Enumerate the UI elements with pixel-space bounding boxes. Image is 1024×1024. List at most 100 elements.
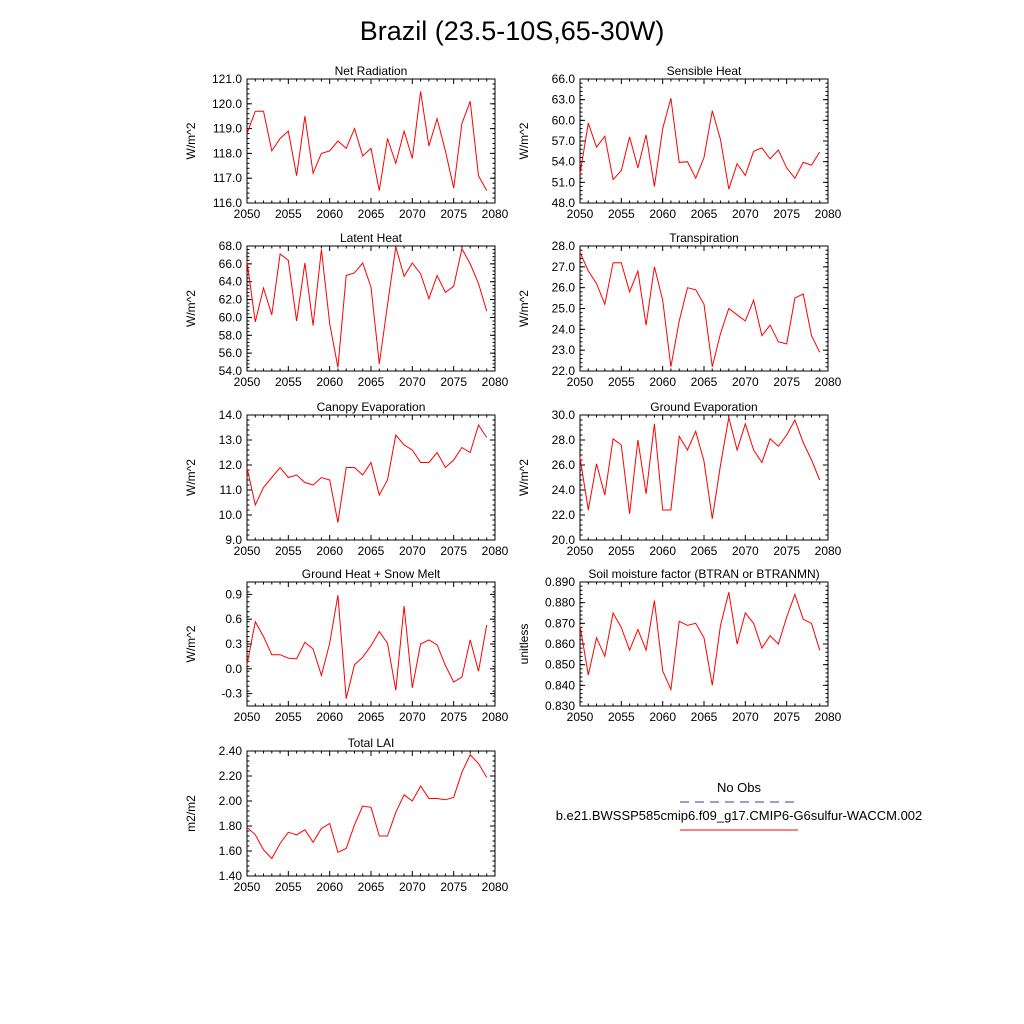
y-tick-label: 28.0 (552, 239, 576, 253)
y-axis-label: W/m^2 (517, 122, 531, 159)
x-tick-label: 2075 (440, 375, 467, 389)
y-tick-label: 117.0 (213, 171, 242, 185)
x-tick-label: 2075 (440, 207, 467, 221)
panel-title: Canopy Evaporation (317, 400, 426, 414)
series-line (246, 91, 488, 191)
series-line (246, 246, 488, 368)
y-axis-label: m2/m2 (184, 795, 198, 832)
legend-case-label: b.e21.BWSSP585cmip6.f09_g17.CMIP6-G6sulf… (556, 808, 923, 823)
x-tick-label: 2065 (358, 710, 385, 724)
y-tick-label: 1.60 (219, 844, 243, 858)
x-tick-label: 2055 (608, 710, 635, 724)
y-axis-label: W/m^2 (184, 290, 198, 327)
y-tick-label: 24.0 (552, 322, 576, 336)
x-tick-label: 2080 (482, 544, 509, 558)
x-tick-label: 2080 (482, 375, 509, 389)
y-tick-label: 28.0 (552, 433, 576, 447)
y-tick-label: 26.0 (552, 458, 576, 472)
panel-title: Ground Evaporation (650, 400, 757, 414)
y-tick-label: 64.0 (219, 275, 243, 289)
x-tick-label: 2075 (440, 710, 467, 724)
y-tick-label: 22.0 (552, 364, 576, 378)
panels-group: Net Radiation W/m^2 116.0 117.0 118.0 119.0 12… (184, 64, 842, 894)
y-tick-label: 66.0 (219, 257, 243, 271)
y-tick-label: 116.0 (213, 196, 242, 210)
x-tick-label: 2055 (608, 375, 635, 389)
x-tick-label: 2080 (815, 207, 842, 221)
x-tick-label: 2080 (815, 710, 842, 724)
chart-panel-2: Sensible Heat W/m^2 48.0 51.0 54.0 57.0 60.0 63… (517, 64, 842, 221)
x-tick-label: 2055 (608, 544, 635, 558)
x-tick-label: 2070 (732, 544, 759, 558)
y-tick-label: 2.00 (219, 794, 243, 808)
x-tick-label: 2060 (649, 710, 676, 724)
x-tick-label: 2055 (608, 207, 635, 221)
panel-title: Latent Heat (340, 231, 403, 245)
x-tick-label: 2065 (691, 710, 718, 724)
x-tick-label: 2080 (482, 880, 509, 894)
y-tick-label: 14.0 (219, 408, 243, 422)
panel-title: Soil moisture factor (BTRAN or BTRANMN) (588, 567, 819, 581)
chart-panel-7: Ground Heat + Snow Melt W/m^2 -0.3 0.0 0.3 0.… (184, 567, 509, 724)
x-tick-label: 2050 (567, 207, 594, 221)
y-tick-label: 26.0 (552, 281, 576, 295)
y-tick-label: 0.870 (545, 616, 575, 630)
x-tick-label: 2065 (691, 375, 718, 389)
y-tick-label: 12.0 (219, 458, 243, 472)
y-tick-label: 22.0 (552, 508, 576, 522)
y-tick-label: 2.20 (219, 769, 243, 783)
x-tick-label: 2070 (732, 207, 759, 221)
x-tick-label: 2055 (275, 375, 302, 389)
series-line (246, 423, 488, 523)
chart-panel-5: Canopy Evaporation W/m^2 9.0 10.0 11.0 12.0 13… (184, 400, 509, 558)
y-tick-label: 60.0 (552, 113, 576, 127)
x-tick-label: 2065 (358, 375, 385, 389)
y-tick-label: 0.880 (545, 596, 575, 610)
panel-title: Net Radiation (335, 64, 408, 78)
x-tick-label: 2075 (440, 880, 467, 894)
y-tick-label: 27.0 (552, 260, 576, 274)
figure-title: Brazil (23.5-10S,65-30W) (360, 16, 665, 46)
x-tick-label: 2055 (275, 207, 302, 221)
x-tick-label: 2070 (399, 544, 426, 558)
x-tick-label: 2080 (815, 375, 842, 389)
y-axis-label: unitless (517, 624, 531, 665)
y-tick-label: 68.0 (219, 239, 243, 253)
x-tick-label: 2060 (649, 375, 676, 389)
x-tick-label: 2075 (773, 710, 800, 724)
y-tick-label: 0.850 (545, 658, 575, 672)
x-tick-label: 2050 (234, 207, 261, 221)
y-axis-label: W/m^2 (517, 290, 531, 327)
y-tick-label: 11.0 (220, 483, 243, 497)
y-tick-label: 51.0 (552, 175, 576, 189)
y-tick-label: 0.890 (545, 575, 575, 589)
y-tick-label: 48.0 (552, 196, 576, 210)
chart-panel-9: Total LAI m2/m2 1.40 1.60 1.80 2.00 2.20 2.40 20… (184, 736, 509, 894)
chart-panel-4: Transpiration W/m^2 22.0 23.0 24.0 25.0 26.0 27… (517, 231, 842, 389)
y-tick-label: 62.0 (219, 293, 243, 307)
y-tick-label: 2.40 (219, 744, 243, 758)
y-tick-label: 57.0 (552, 134, 576, 148)
x-tick-label: 2065 (691, 207, 718, 221)
x-tick-label: 2065 (358, 880, 385, 894)
y-tick-label: 120.0 (212, 97, 242, 111)
x-tick-label: 2060 (316, 710, 343, 724)
y-axis-label: W/m^2 (184, 122, 198, 159)
x-tick-label: 2050 (234, 880, 261, 894)
chart-panel-6: Ground Evaporation W/m^2 20.0 22.0 24.0 26.0 2… (517, 400, 842, 558)
y-axis-label: W/m^2 (184, 459, 198, 496)
x-tick-label: 2075 (440, 544, 467, 558)
x-tick-label: 2070 (732, 375, 759, 389)
x-tick-label: 2060 (316, 544, 343, 558)
series-line (579, 592, 821, 692)
y-tick-label: 10.0 (219, 508, 243, 522)
x-tick-label: 2080 (482, 710, 509, 724)
y-tick-label: 30.0 (552, 408, 576, 422)
y-tick-label: 0.9 (225, 587, 242, 601)
panel-title: Sensible Heat (667, 64, 742, 78)
x-tick-label: 2065 (691, 544, 718, 558)
x-tick-label: 2060 (316, 375, 343, 389)
x-tick-label: 2070 (399, 375, 426, 389)
y-tick-label: 66.0 (552, 72, 576, 86)
